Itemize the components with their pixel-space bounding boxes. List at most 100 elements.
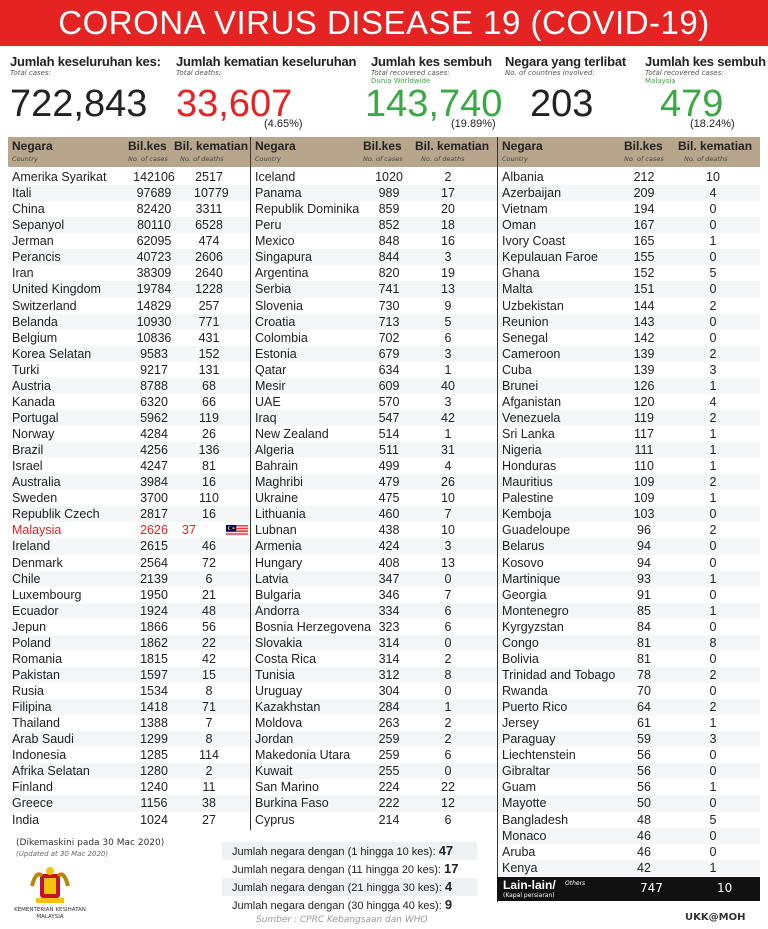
country-name: Cameroon <box>502 346 561 361</box>
country-name: Argentina <box>255 266 309 281</box>
table-row: Jerman 62095 474 <box>8 233 250 249</box>
country-name: Iran <box>12 266 34 281</box>
others-row: Lain-lain/ Others (Kapal persiaran) 747 … <box>497 877 760 901</box>
country-name: Turki <box>12 362 40 377</box>
table-row: Kenya 42 1 <box>498 859 760 876</box>
death-count: 15 <box>202 667 216 682</box>
death-count: 1228 <box>195 282 223 297</box>
country-name: Austria <box>12 378 51 393</box>
stat-value: 479 <box>660 83 724 125</box>
death-count: 8 <box>205 732 213 747</box>
case-count: 1924 <box>140 603 168 618</box>
stat-value: 722,843 <box>10 83 148 125</box>
table-row: Estonia 679 3 <box>251 345 497 362</box>
stat-value: 143,740 <box>365 83 503 125</box>
table-row: Serbia 741 13 <box>251 281 497 298</box>
case-count: 2139 <box>140 571 168 586</box>
country-name: Afrika Selatan <box>12 764 90 779</box>
country-name: Liechtenstein <box>502 748 576 763</box>
case-count: 96 <box>637 523 651 538</box>
death-count: 6 <box>444 748 452 763</box>
death-count: 0 <box>709 684 717 698</box>
country-name: Honduras <box>502 459 557 474</box>
death-count: 3 <box>444 394 452 409</box>
header-deaths-en: No. of deaths <box>180 155 224 163</box>
stat-sublabel: Total recovered cases: <box>645 69 724 77</box>
table-row: Andorra 334 6 <box>251 602 497 619</box>
country-name: Reunion <box>502 314 549 329</box>
ministry-name: KEMENTERIAN KESIHATAN MALAYSIA <box>14 907 86 920</box>
country-name: Pakistan <box>12 667 60 682</box>
country-name: Itali <box>12 186 32 201</box>
table-row: Panama 989 17 <box>251 185 497 202</box>
death-count: 0 <box>709 619 717 634</box>
header-country-en: Country <box>12 155 38 163</box>
case-count: 1862 <box>140 635 168 650</box>
case-count: 460 <box>378 507 400 522</box>
table-row: Monaco 46 0 <box>498 827 760 844</box>
count-label: Jumlah negara dengan (21 hingga 30 kes): <box>232 882 442 894</box>
case-count: 1950 <box>140 587 168 602</box>
table-row: Brunei 126 1 <box>498 377 760 394</box>
death-count: 0 <box>709 764 717 779</box>
death-count: 2 <box>709 298 717 313</box>
case-count: 820 <box>378 266 400 281</box>
table-row: Hungary 408 13 <box>251 555 497 571</box>
case-count: 222 <box>378 796 400 811</box>
header-cases-en: No. of cases <box>128 155 168 163</box>
country-name: Uzbekistan <box>502 298 564 313</box>
death-count: 2 <box>444 651 452 666</box>
case-count: 119 <box>634 410 654 425</box>
case-count: 346 <box>378 587 400 602</box>
death-count: 3 <box>709 732 717 747</box>
death-count: 2 <box>444 170 452 184</box>
death-count: 0 <box>444 571 452 586</box>
death-count: 46 <box>202 539 216 554</box>
table-row: Kazakhstan 284 1 <box>251 699 497 716</box>
country-name: Belgium <box>12 330 58 345</box>
death-count: 3 <box>444 250 452 265</box>
table-row: Congo 81 8 <box>498 634 760 651</box>
table-row: Kanada 6320 66 <box>8 394 250 410</box>
column-divider <box>250 137 251 830</box>
death-count: 7 <box>205 716 213 731</box>
country-name: Qatar <box>255 362 287 377</box>
country-name: Bulgaria <box>255 587 301 602</box>
case-count: 120 <box>633 394 655 409</box>
country-name: Oman <box>502 218 537 233</box>
case-count: 547 <box>378 410 400 425</box>
country-name: UAE <box>255 394 281 409</box>
column-header: Negara Country Bil.kes No. of cases Bil. kem… <box>498 137 760 167</box>
death-count: 3311 <box>195 202 223 217</box>
malaysia-flag-icon <box>226 525 248 537</box>
country-name: Luxembourg <box>12 587 82 602</box>
case-count: 6320 <box>140 394 168 409</box>
death-count: 114 <box>199 748 219 763</box>
country-name: Kuwait <box>255 764 293 779</box>
case-count: 844 <box>378 250 400 265</box>
case-count: 1280 <box>140 764 168 779</box>
country-name: Algeria <box>255 443 294 458</box>
case-count: 14829 <box>136 298 172 313</box>
country-name: Amerika Syarikat <box>12 170 107 184</box>
death-count: 13 <box>441 282 455 297</box>
country-name: Arab Saudi <box>12 732 74 747</box>
table-row: Uzbekistan 144 2 <box>498 298 760 314</box>
case-count: 255 <box>378 764 400 779</box>
death-count: 110 <box>199 491 219 506</box>
table-row: Kepulauan Faroe 155 0 <box>498 249 760 266</box>
table-row: Algeria 511 31 <box>251 442 497 459</box>
table-row: Austria 8788 68 <box>8 377 250 394</box>
header-country-en: Country <box>502 155 528 163</box>
table-row: Reunion 143 0 <box>498 313 760 330</box>
header-cases-en: No. of cases <box>624 155 664 163</box>
death-count: 0 <box>444 684 452 698</box>
table-row: Aruba 46 0 <box>498 844 760 860</box>
table-row: Cameroon 139 2 <box>498 345 760 362</box>
table-row: Nigeria 111 1 <box>498 442 760 459</box>
death-count: 1 <box>709 459 717 474</box>
country-name: Switzerland <box>12 298 77 313</box>
case-count: 2626 <box>140 523 168 538</box>
case-count: 78 <box>637 667 651 682</box>
table-row: UAE 570 3 <box>251 394 497 410</box>
